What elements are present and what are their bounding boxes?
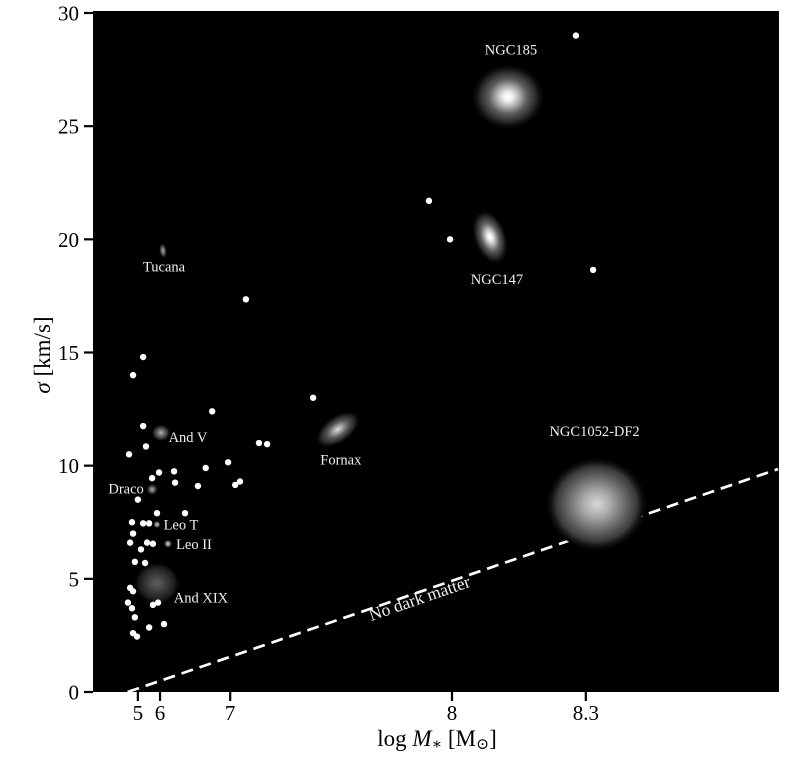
galaxy-blob-ngc147 [471, 209, 509, 266]
y-axis-title: σ [km/s] [30, 245, 58, 465]
galaxy-blob-draco [146, 483, 159, 496]
y-tick-label: 15 [58, 341, 79, 365]
y-tick-label: 25 [58, 115, 79, 139]
data-point [154, 599, 162, 606]
data-point [425, 197, 433, 205]
galaxy-label-ngc147: NGC147 [471, 272, 523, 288]
star-subscript: ∗ [431, 736, 443, 754]
galaxy-blob-leo-t [152, 520, 161, 529]
data-point [242, 296, 250, 303]
galaxy-blob-fornax [315, 410, 361, 449]
galaxy-blob-tucana [158, 242, 168, 259]
data-point [171, 479, 179, 486]
galaxy-label-leo-ii: Leo II [176, 537, 212, 553]
x-axis-title: log M∗ [M⊙] [287, 726, 587, 754]
data-point [309, 394, 317, 401]
data-point [139, 520, 147, 527]
galaxy-label-draco: Draco [108, 481, 143, 497]
galaxy-label-fornax: Fornax [320, 452, 362, 468]
data-point [141, 559, 149, 567]
y-tick-label: 10 [58, 454, 79, 478]
y-tick-label: 5 [69, 567, 80, 591]
x-tick-label: 8 [447, 701, 458, 725]
data-point [170, 468, 178, 475]
y-tick-label: 30 [58, 2, 79, 26]
y-tick-label: 0 [69, 681, 80, 705]
galaxy-blob-ngc185 [469, 62, 546, 131]
data-point [145, 520, 153, 527]
data-point [224, 459, 232, 466]
data-point [128, 605, 136, 612]
galaxy-blob-and-v [150, 423, 171, 442]
data-point [126, 539, 134, 546]
galaxy-label-ngc185: NGC185 [485, 43, 537, 59]
plot-area [93, 11, 779, 692]
galaxy-label-leo-t: Leo T [164, 518, 199, 534]
data-point [128, 519, 136, 526]
mass-symbol: M [412, 726, 432, 751]
x-axis-bracket-close: ] [489, 726, 497, 751]
data-point [149, 601, 157, 609]
data-point [236, 478, 244, 485]
data-point [181, 509, 189, 517]
data-point [133, 633, 141, 640]
data-point [160, 620, 168, 628]
galaxy-label-and-v: And V [169, 430, 208, 446]
data-point [589, 266, 597, 274]
x-tick-label: 8.3 [573, 701, 599, 725]
data-point [129, 530, 137, 537]
y-axis-units: [km/s] [30, 316, 55, 383]
data-point [131, 614, 139, 621]
sigma-symbol: σ [30, 382, 55, 394]
galaxy-label-tucana: Tucana [143, 260, 186, 276]
galaxy-blob-leo-ii [163, 539, 173, 549]
data-point [208, 408, 216, 415]
data-point [124, 599, 132, 606]
no-dark-matter-line [127, 467, 779, 694]
data-point [125, 451, 133, 458]
x-axis-log-prefix: log [377, 726, 413, 751]
data-point [131, 558, 139, 566]
data-point [572, 32, 580, 39]
data-point [137, 546, 145, 553]
data-point [153, 509, 161, 517]
data-point [145, 624, 153, 631]
data-point [202, 464, 209, 472]
data-point [134, 496, 142, 503]
x-tick-label: 5 [133, 701, 144, 725]
data-point [255, 439, 263, 447]
galaxy-label-and-xix: And XIX [174, 590, 229, 606]
sun-symbol: ⊙ [476, 736, 490, 754]
x-axis-bracket: [M [442, 726, 477, 751]
data-point [231, 481, 239, 489]
data-point [155, 469, 163, 476]
data-point [143, 539, 151, 546]
data-point [263, 440, 271, 448]
galaxy-blob-ngc1052-df2 [544, 456, 649, 553]
x-tick-label: 6 [155, 701, 166, 725]
y-tick-label: 20 [58, 228, 79, 252]
data-point [446, 236, 454, 243]
galaxy-blob-and-xix [132, 561, 181, 606]
data-point [142, 443, 150, 450]
data-point [149, 540, 157, 547]
data-point [129, 588, 137, 595]
data-point [194, 482, 202, 490]
data-point [139, 422, 147, 430]
x-tick-label: 7 [225, 701, 236, 725]
galaxy-label-ngc1052-df2: NGC1052-DF2 [549, 424, 639, 440]
data-point [139, 353, 147, 361]
data-point [129, 371, 137, 379]
data-point [148, 474, 156, 482]
